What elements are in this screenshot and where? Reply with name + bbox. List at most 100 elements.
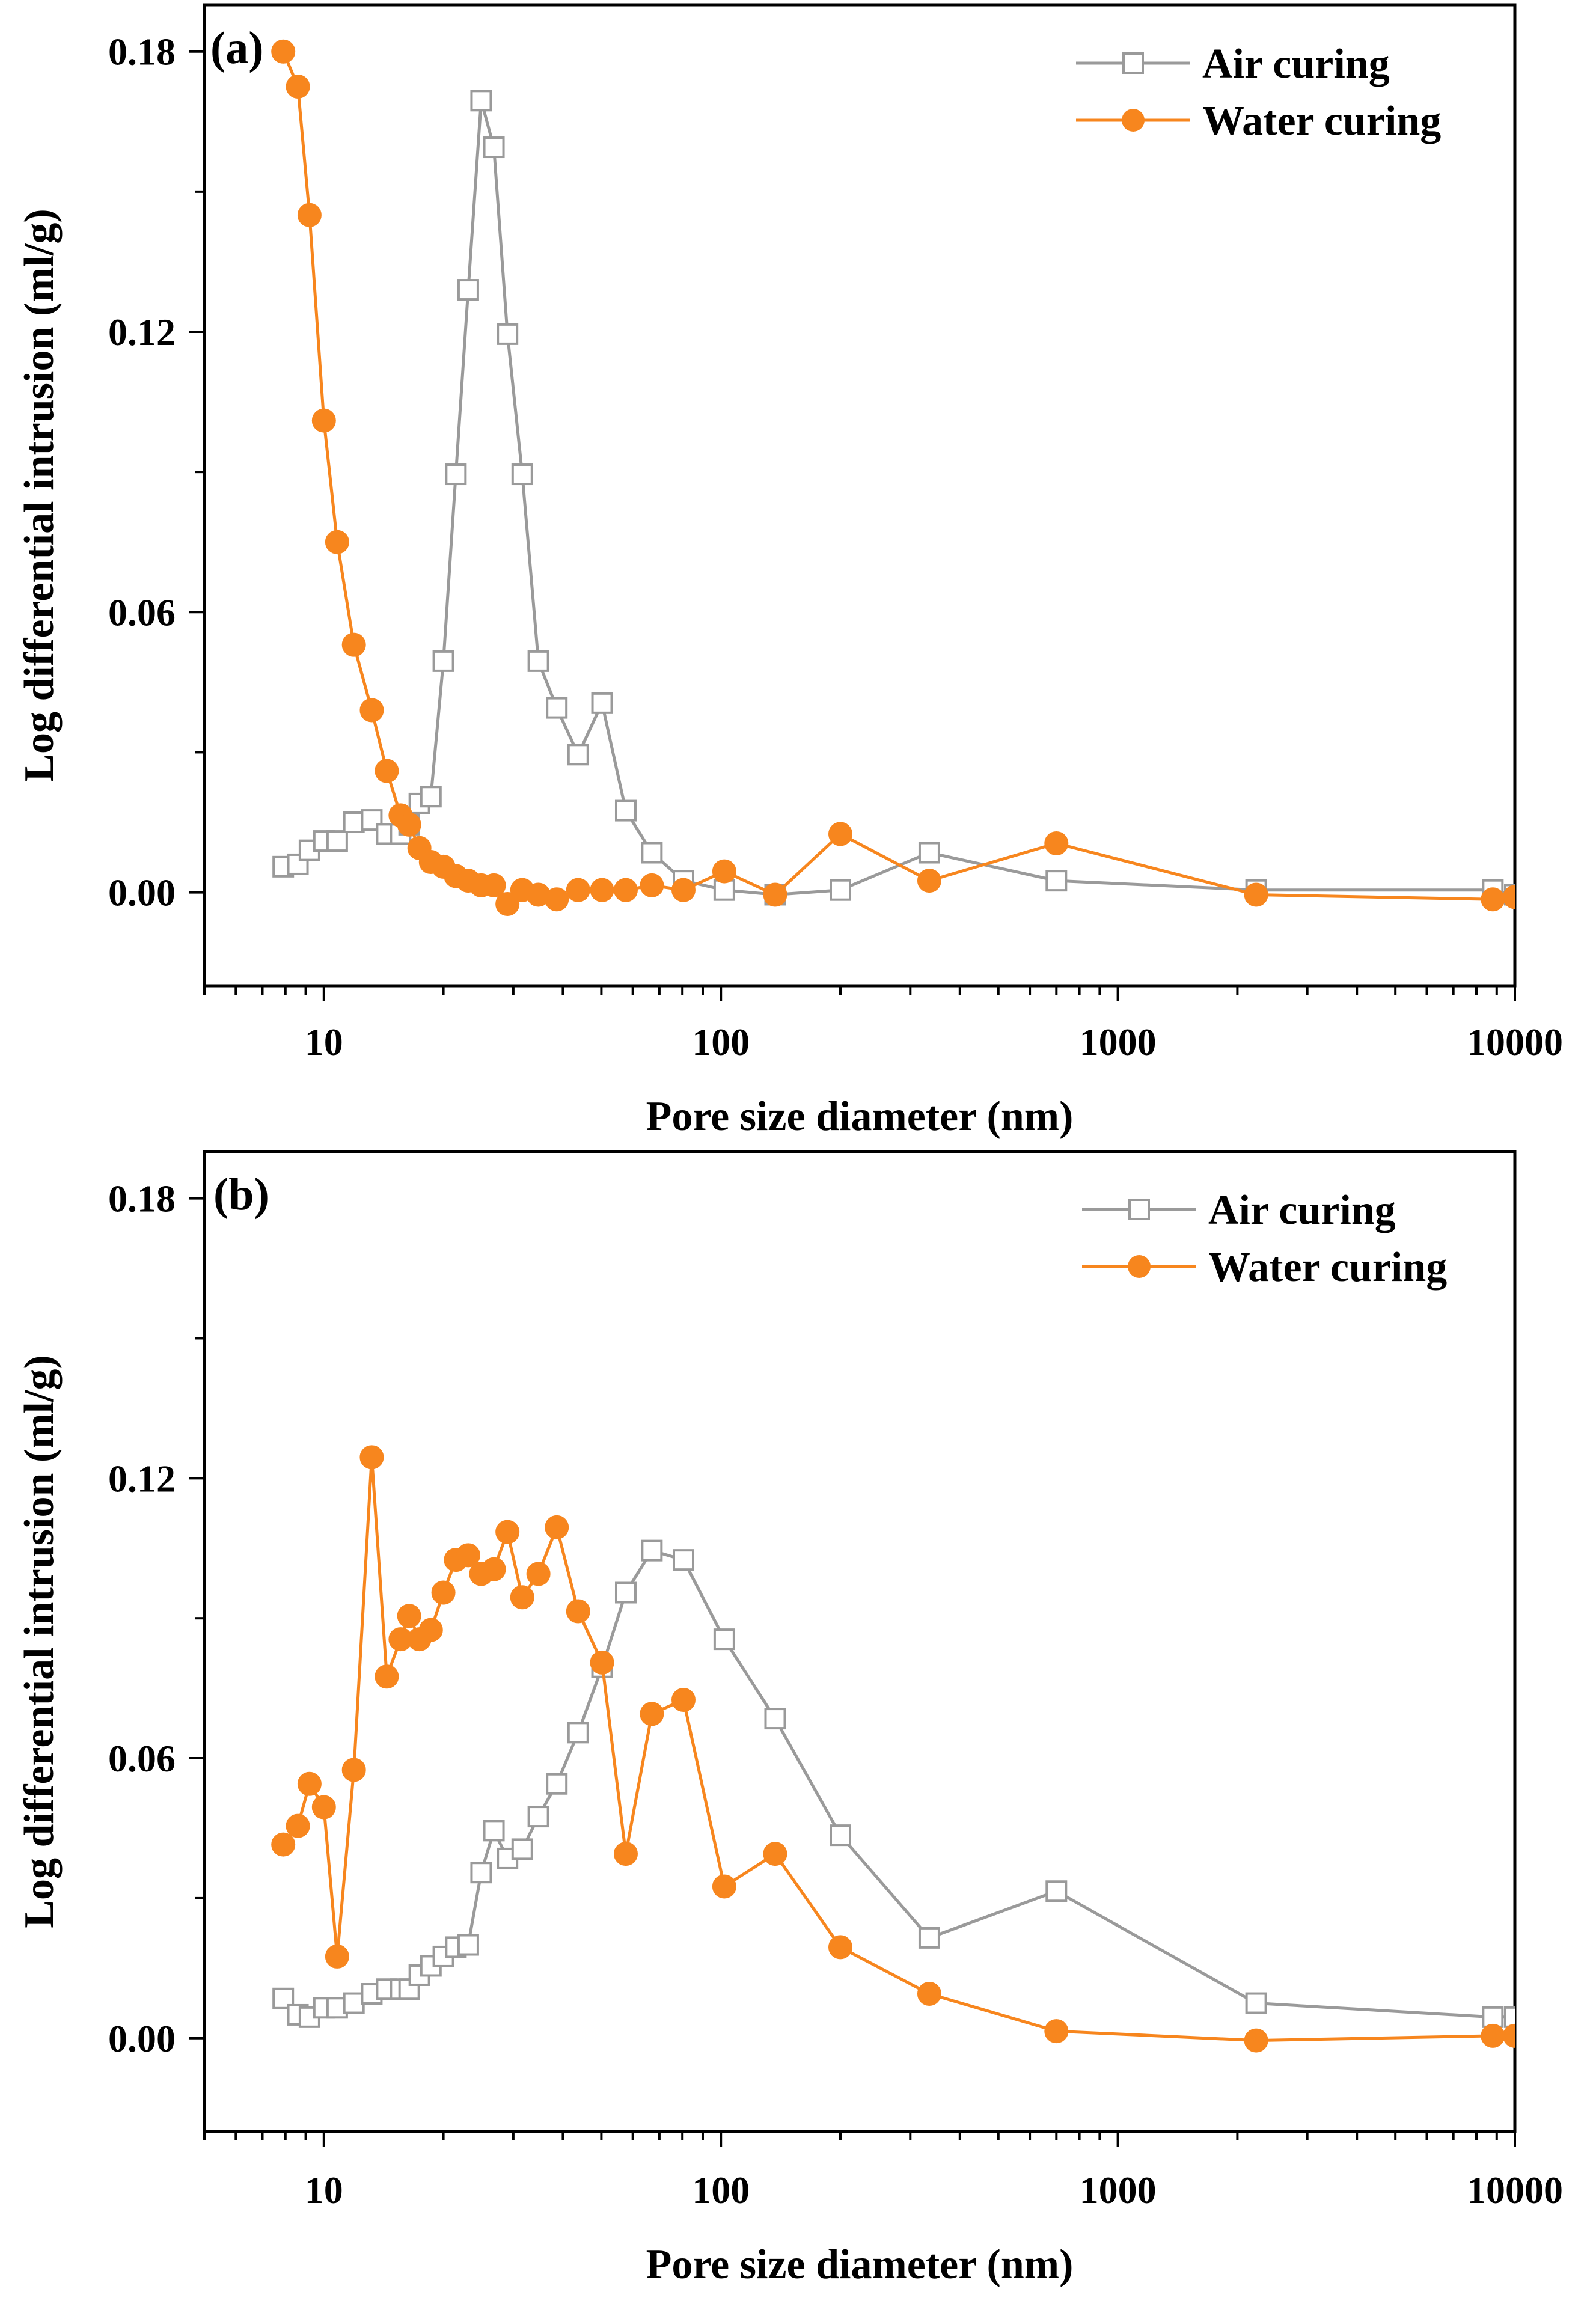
air-curing-point: [713, 879, 735, 901]
air-curing-point: [483, 136, 505, 159]
y-axis-title: Log differential intrusion (ml/g): [16, 209, 63, 781]
water-curing-point: [1244, 2028, 1268, 2053]
water-curing-point: [495, 1520, 520, 1544]
plot-area: [271, 1445, 1515, 2053]
water-curing-point: [671, 1688, 696, 1713]
air-curing-point: [420, 786, 442, 808]
water-curing-point: [495, 892, 520, 916]
legend-square-marker: [1122, 52, 1144, 74]
water-curing-point: [613, 1842, 638, 1866]
air-curing-point: [470, 1862, 492, 1884]
air-curing-point: [830, 879, 852, 901]
water-curing-point: [828, 1935, 853, 1960]
water-curing-point: [271, 1832, 296, 1857]
air-curing-point: [764, 1708, 786, 1730]
water-curing-point: [590, 1650, 614, 1675]
water-curing-point: [1481, 887, 1505, 912]
legend: Air curing Water curing: [1082, 1187, 1447, 1291]
x-axis-title: Pore size diameter (nm): [646, 2241, 1074, 2288]
water-curing-point: [482, 873, 506, 897]
water-curing-point: [510, 1585, 534, 1610]
water-curing-point: [1244, 882, 1268, 907]
water-curing-point: [1481, 2023, 1505, 2048]
legend-circle-marker: [1122, 109, 1145, 132]
water-curing-point: [1503, 2023, 1515, 2048]
legend-square-marker: [1128, 1199, 1150, 1220]
legend-label: Air curing: [1208, 1187, 1396, 1233]
water-curing-point: [566, 1599, 590, 1624]
water-curing-point: [640, 1702, 664, 1726]
legend-label: Water curing: [1208, 1244, 1447, 1291]
air-curing-point: [830, 1824, 852, 1847]
air-curing-point: [641, 1539, 663, 1562]
water-curing-point: [397, 1604, 421, 1628]
legend: Air curing Water curing: [1076, 41, 1441, 144]
y-tick-label: 0.06: [108, 1737, 176, 1780]
water-curing-point: [545, 887, 569, 912]
water-curing-point: [712, 859, 736, 884]
air-curing-point: [527, 650, 549, 672]
water-curing-point: [325, 1944, 349, 1969]
panel-a: 10 100 1000 10000 0.00 0.06 0.12 0.18 Pore size …: [16, 3, 1563, 1140]
water-curing-point: [397, 812, 421, 837]
plot-frame: [203, 1150, 1517, 2133]
air-curing-point: [546, 1773, 568, 1795]
air-curing-point: [713, 1628, 735, 1651]
y-tick-label: 0.12: [108, 1457, 176, 1500]
water-curing-point: [763, 1842, 787, 1866]
water-curing-point: [311, 1795, 336, 1820]
water-curing-point: [311, 408, 336, 433]
x-tick-label: 10000: [1467, 1021, 1563, 1063]
water-curing-point: [545, 1515, 569, 1539]
air-curing-point: [272, 1987, 295, 2009]
water-curing-point: [325, 530, 349, 554]
air-curing-point: [1045, 870, 1068, 892]
air-curing-point: [326, 830, 348, 852]
water-curing-point: [341, 632, 366, 657]
air-curing-point: [497, 323, 519, 345]
water-curing-point: [1044, 2019, 1069, 2044]
air-curing-point: [1045, 1880, 1068, 1902]
air-curing-point: [470, 90, 492, 112]
water-curing-point: [286, 75, 310, 99]
air-curing-point: [1245, 1992, 1267, 2014]
x-tick-label: 10: [305, 1021, 343, 1063]
water-curing-point: [271, 39, 296, 64]
panel-b: 10 100 1000 10000 0.00 0.06 0.12 0.18 Pore size …: [16, 1150, 1563, 2288]
air-curing-point: [511, 1838, 533, 1860]
air-curing-point: [483, 1820, 505, 1842]
water-curing-point: [297, 1771, 322, 1796]
water-curing-point: [431, 1580, 456, 1605]
air-curing-point: [457, 279, 479, 301]
air-curing-point: [614, 799, 637, 822]
y-tick-label: 0.18: [108, 31, 176, 73]
water-curing-point: [359, 698, 384, 723]
water-curing-point: [359, 1445, 384, 1470]
plot-frame: [203, 3, 1517, 988]
air-curing-point: [567, 744, 589, 766]
water-curing-point: [286, 1813, 310, 1838]
water-curing-point: [671, 878, 696, 902]
air-curing-point: [591, 692, 613, 714]
water-curing-point: [590, 878, 614, 902]
water-curing-point: [375, 759, 399, 783]
x-tick-label: 100: [692, 2169, 750, 2211]
water-curing-point: [712, 1874, 736, 1899]
y-tick-label: 0.06: [108, 591, 176, 634]
legend-label: Air curing: [1202, 41, 1390, 87]
x-tick-label: 10: [305, 2169, 343, 2211]
water-curing-series-line: [281, 50, 1515, 906]
air-curing-point: [432, 650, 454, 672]
air-curing-point: [641, 842, 663, 864]
y-tick-label: 0.18: [108, 1178, 176, 1220]
panel-label: (b): [213, 1169, 269, 1220]
air-curing-point: [918, 1927, 940, 1949]
water-curing-series-line: [282, 1457, 1515, 2043]
panel-label: (a): [210, 23, 264, 73]
y-axis-title: Log differential intrusion (ml/g): [16, 1355, 63, 1928]
air-curing-point: [1504, 2006, 1515, 2028]
legend-circle-marker: [1128, 1255, 1151, 1278]
air-curing-point: [614, 1581, 637, 1604]
water-curing-point: [917, 1982, 941, 2006]
